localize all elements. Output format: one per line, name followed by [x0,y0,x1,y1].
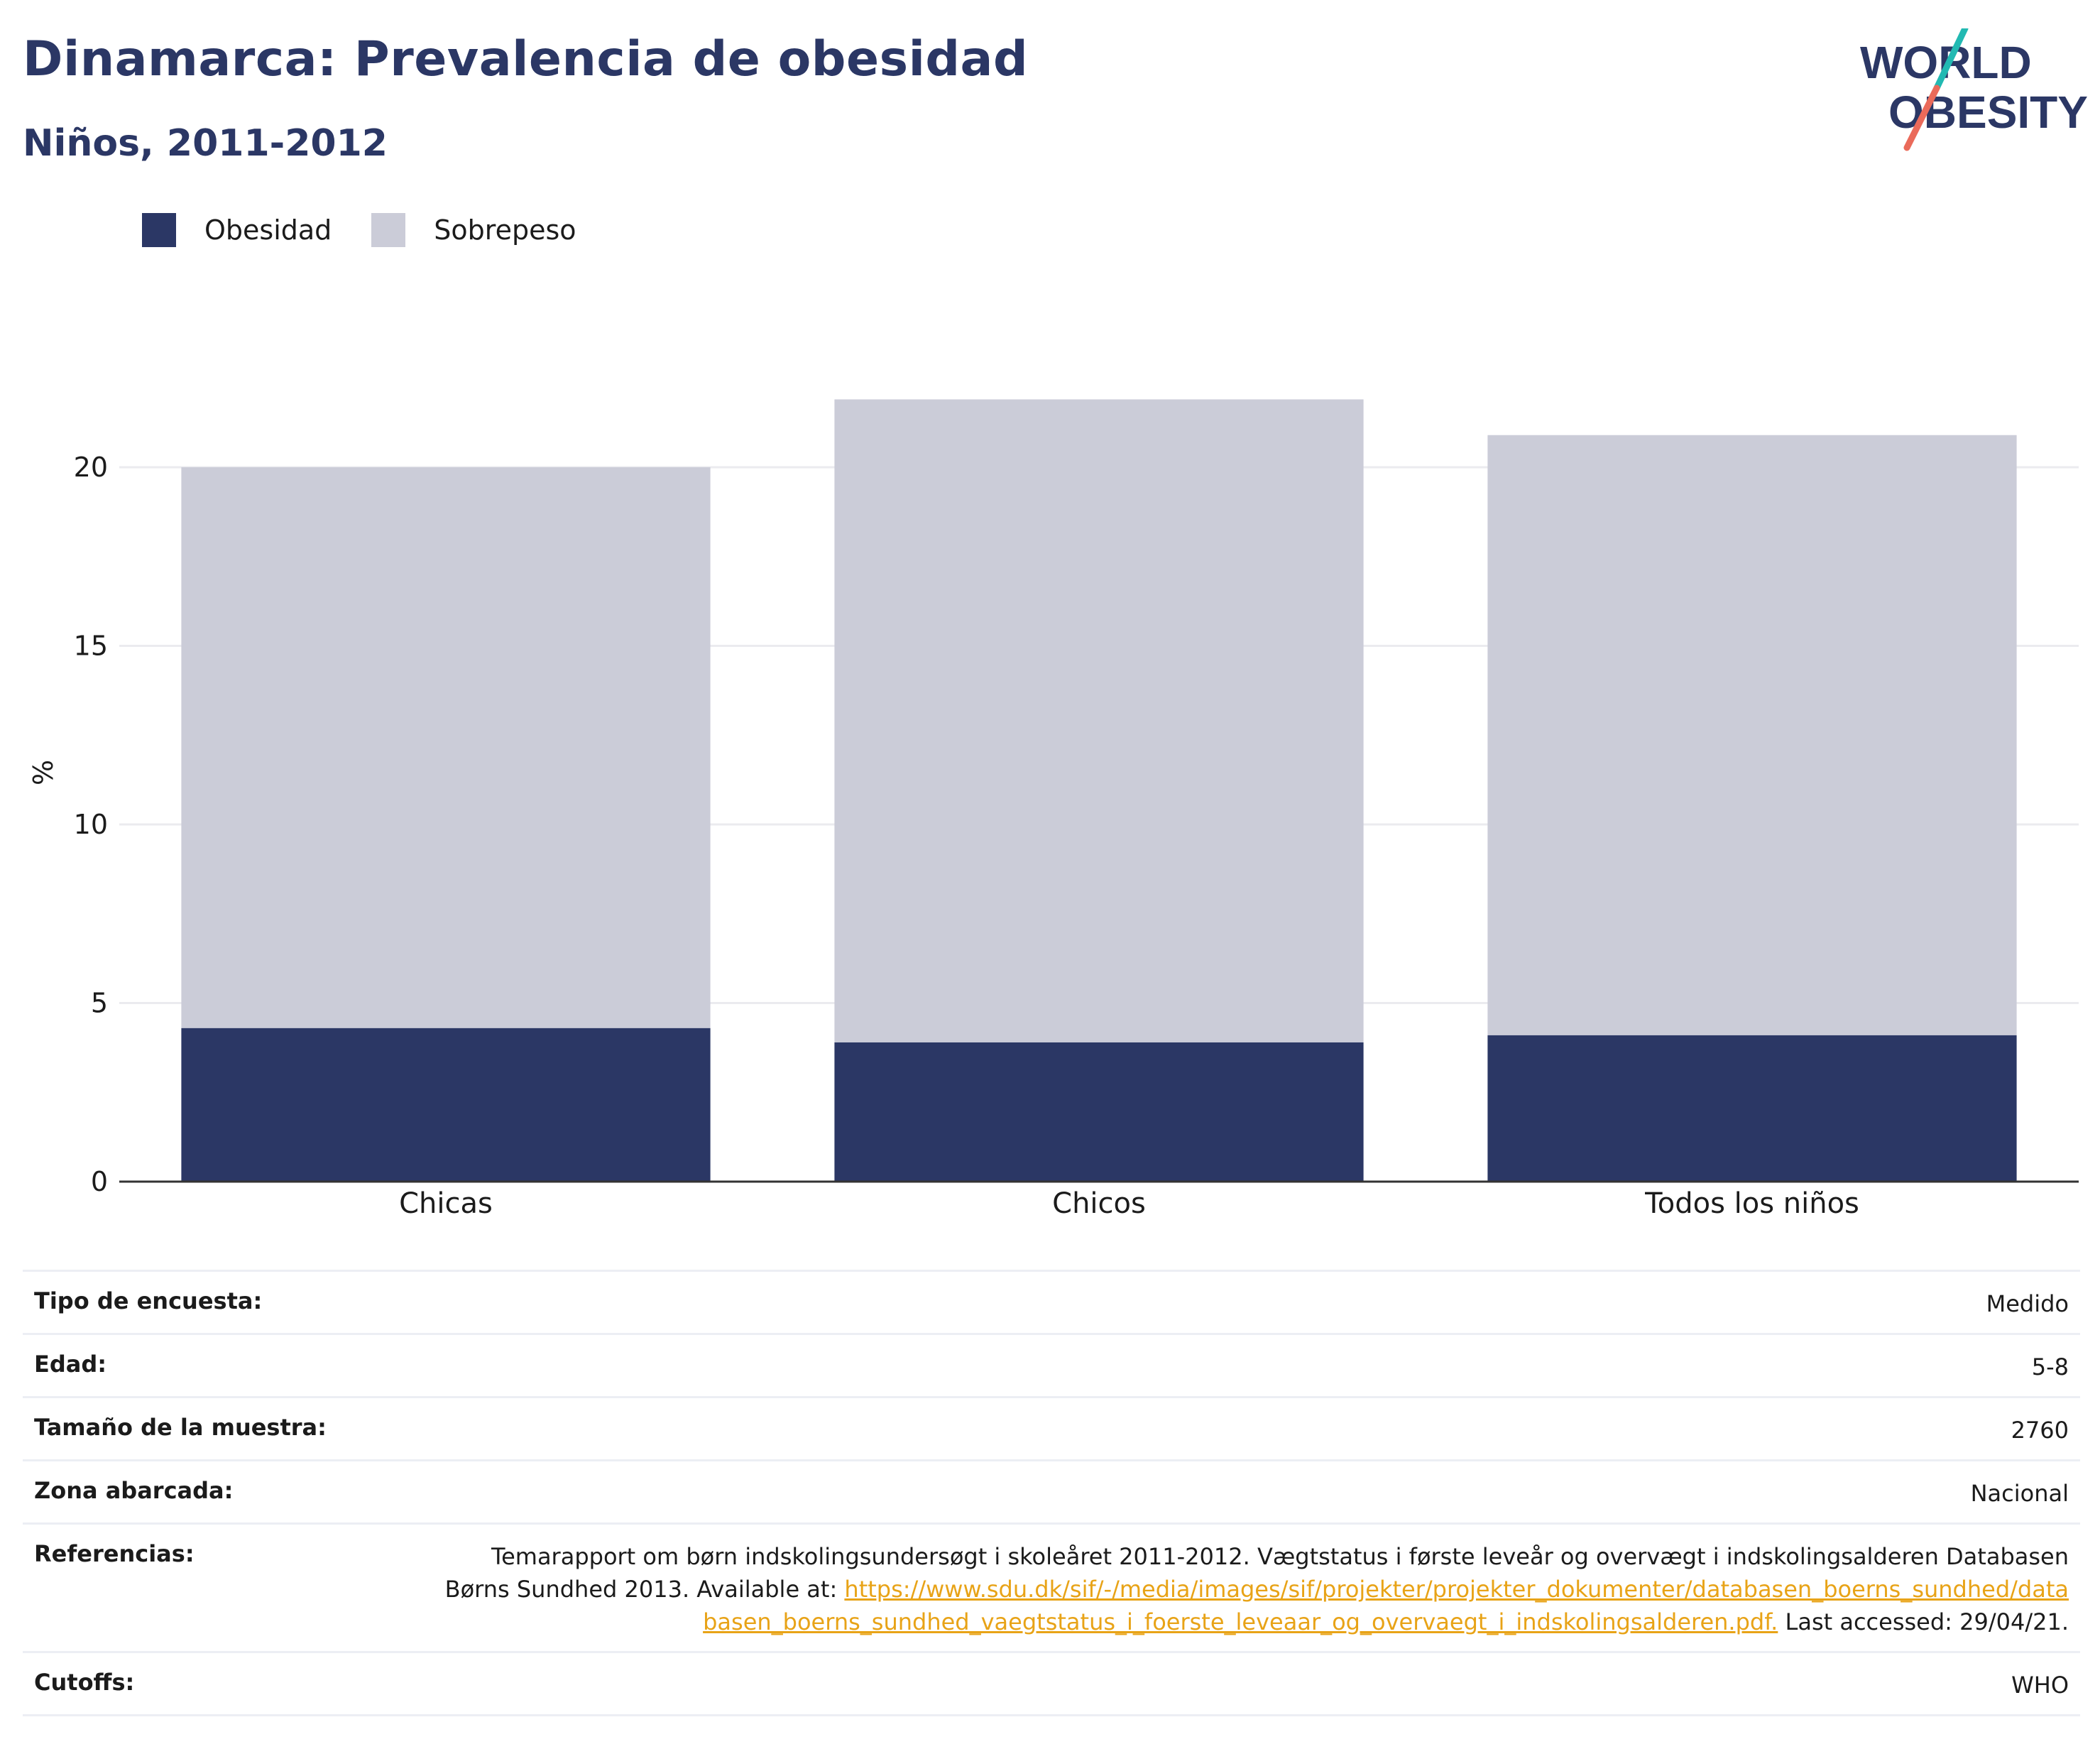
legend-label-obesity: Obesidad [204,214,332,246]
meta-value-area: Nacional [1970,1480,2069,1507]
meta-label-survey-type: Tipo de encuesta: [34,1287,263,1314]
x-tick-label-0: Chicas [399,1187,493,1220]
x-tick-label-2: Todos los niños [1644,1187,1859,1220]
meta-label-sample-size: Tamaño de la muestra: [34,1414,327,1441]
meta-row-area: Zona abarcada: Nacional [23,1459,2080,1522]
survey-details-table: Tipo de encuesta: Medido Edad: 5-8 Tamañ… [23,1270,2080,1716]
legend-item-overweight[interactable]: Sobrepeso [371,213,576,247]
logo-slash-teal [1933,28,1969,92]
bar-overweight-1[interactable] [834,399,1364,1042]
x-tick-label-1: Chicos [1052,1187,1146,1220]
y-tick-label-0: 0 [91,1166,108,1197]
meta-row-age: Edad: 5-8 [23,1333,2080,1396]
page-title: Dinamarca: Prevalencia de obesidad [23,31,1029,87]
meta-value-age: 5-8 [2031,1353,2069,1380]
meta-row-survey-type: Tipo de encuesta: Medido [23,1270,2080,1333]
chart-legend: Obesidad Sobrepeso [142,212,616,249]
axis-layer: 0 5 10 15 20 Chicas Chicos Todos los niños [74,452,2079,1220]
y-tick-label-10: 10 [74,809,108,840]
meta-label-references: Referencias: [34,1540,195,1567]
bar-overweight-0[interactable] [181,467,711,1028]
legend-swatch-overweight [371,213,406,247]
y-tick-label-20: 20 [74,452,108,483]
y-tick-label-15: 15 [74,631,108,662]
meta-row-sample-size: Tamaño de la muestra: 2760 [23,1396,2080,1459]
meta-value-survey-type: Medido [1986,1290,2069,1317]
meta-value-sample-size: 2760 [2011,1417,2069,1444]
page-subtitle: Niños, 2011-2012 [23,122,388,165]
references-link[interactable]: https://www.sdu.dk/sif/-/media/images/si… [703,1576,2069,1635]
bar-obesity-2[interactable] [1487,1035,2017,1182]
legend-swatch-obesity [142,213,176,247]
meta-value-cutoffs: WHO [2011,1672,2069,1699]
meta-row-references: Referencias: Temarapport om børn indskol… [23,1522,2080,1651]
meta-label-cutoffs: Cutoffs: [34,1669,135,1696]
meta-row-cutoffs: Cutoffs: WHO [23,1651,2080,1716]
stacked-bar-chart: 0 5 10 15 20 Chicas Chicos Todos los niños % [28,399,2079,1220]
bar-overweight-2[interactable] [1487,435,2017,1035]
references-text: Temarapport om børn indskolingsundersøgt… [444,1543,2069,1603]
legend-label-overweight: Sobrepeso [434,214,576,246]
world-obesity-logo: WORLD OBESITY [1860,28,2087,151]
logo-slash-coral [1903,85,1940,151]
meta-value-references: Temarapport om børn indskolingsundersøgt… [436,1540,2069,1638]
bar-obesity-1[interactable] [834,1042,1364,1182]
y-tick-label-5: 5 [91,988,108,1019]
bar-obesity-0[interactable] [181,1028,711,1182]
meta-label-area: Zona abarcada: [34,1477,234,1504]
meta-label-age: Edad: [34,1351,107,1378]
bar-layer [181,399,2017,1182]
references-accessed: Last accessed: 29/04/21. [1778,1608,2069,1635]
y-axis-label: % [28,760,59,785]
legend-item-obesity[interactable]: Obesidad [142,213,332,247]
